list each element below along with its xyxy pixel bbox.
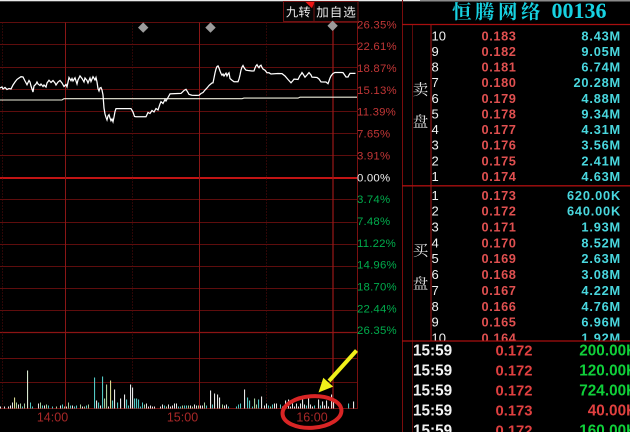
svg-text:10: 10 — [432, 331, 446, 346]
svg-text:9.34M: 9.34M — [581, 106, 621, 121]
svg-text:3.08M: 3.08M — [581, 267, 621, 282]
svg-text:0.171: 0.171 — [481, 220, 516, 235]
svg-text:15:59: 15:59 — [413, 402, 452, 419]
svg-text:1: 1 — [432, 169, 439, 184]
svg-text:8.43M: 8.43M — [581, 28, 621, 43]
svg-text:15:59: 15:59 — [413, 342, 452, 359]
svg-text:5: 5 — [432, 251, 439, 266]
svg-text:26.35%: 26.35% — [357, 19, 397, 31]
svg-text:200.00K: 200.00K — [579, 342, 630, 359]
svg-text:2.63M: 2.63M — [581, 251, 621, 266]
svg-text:7: 7 — [432, 75, 439, 90]
svg-text:4.22M: 4.22M — [581, 283, 621, 298]
svg-text:1.93M: 1.93M — [581, 220, 621, 235]
svg-text:6.96M: 6.96M — [581, 315, 621, 330]
svg-text:0.182: 0.182 — [481, 44, 516, 59]
svg-text:0.180: 0.180 — [481, 75, 516, 90]
svg-text:0.177: 0.177 — [481, 122, 516, 137]
svg-text:4.88M: 4.88M — [581, 91, 621, 106]
svg-text:1: 1 — [432, 188, 439, 203]
svg-text:3.91%: 3.91% — [357, 150, 390, 162]
svg-text:14.96%: 14.96% — [357, 260, 397, 272]
svg-text:8: 8 — [432, 299, 439, 314]
svg-text:9: 9 — [432, 44, 439, 59]
svg-text:0.166: 0.166 — [481, 299, 516, 314]
svg-text:26.35%: 26.35% — [357, 325, 397, 337]
svg-text:0.169: 0.169 — [481, 251, 516, 266]
svg-text:4: 4 — [432, 122, 439, 137]
svg-text:0.172: 0.172 — [495, 343, 532, 359]
svg-text:7.48%: 7.48% — [357, 216, 390, 228]
svg-text:2: 2 — [432, 153, 439, 168]
svg-text:10: 10 — [432, 28, 446, 43]
svg-text:0.175: 0.175 — [481, 153, 516, 168]
svg-text:0.178: 0.178 — [481, 106, 516, 121]
svg-text:22.61%: 22.61% — [357, 41, 397, 53]
svg-text:0.168: 0.168 — [481, 267, 516, 282]
svg-text:4.31M: 4.31M — [581, 122, 621, 137]
svg-text:0.170: 0.170 — [481, 235, 516, 250]
svg-text:0.183: 0.183 — [481, 28, 516, 43]
svg-text:18.87%: 18.87% — [357, 63, 397, 75]
svg-text:8: 8 — [432, 60, 439, 75]
svg-text:15:59: 15:59 — [413, 382, 452, 399]
svg-text:9: 9 — [432, 315, 439, 330]
svg-text:724.00K: 724.00K — [579, 382, 630, 399]
svg-text:16:00: 16:00 — [296, 411, 327, 425]
svg-text:4.76M: 4.76M — [581, 299, 621, 314]
svg-text:2: 2 — [432, 204, 439, 219]
svg-text:0.172: 0.172 — [495, 423, 532, 432]
svg-text:14:00: 14:00 — [37, 411, 68, 425]
svg-text:9.05M: 9.05M — [581, 44, 621, 59]
svg-text:15:00: 15:00 — [167, 411, 198, 425]
svg-text:1.92M: 1.92M — [581, 331, 621, 346]
svg-text:4.63M: 4.63M — [581, 169, 621, 184]
svg-text:4: 4 — [432, 235, 439, 250]
svg-text:2.41M: 2.41M — [581, 153, 621, 168]
svg-text:620.00K: 620.00K — [567, 188, 621, 203]
svg-text:0.173: 0.173 — [495, 403, 532, 419]
svg-text:15:59: 15:59 — [413, 362, 452, 379]
svg-text:0.176: 0.176 — [481, 138, 516, 153]
svg-text:0.164: 0.164 — [481, 331, 516, 346]
svg-text:7: 7 — [432, 283, 439, 298]
svg-text:3: 3 — [432, 220, 439, 235]
svg-text:22.44%: 22.44% — [357, 303, 397, 315]
svg-text:15:59: 15:59 — [413, 422, 452, 432]
svg-text:120.00K: 120.00K — [579, 362, 630, 379]
svg-text:0.173: 0.173 — [481, 188, 516, 203]
svg-text:0.181: 0.181 — [481, 60, 516, 75]
svg-text:15.13%: 15.13% — [357, 85, 397, 97]
svg-text:20.28M: 20.28M — [574, 75, 621, 90]
svg-text:0.174: 0.174 — [481, 169, 516, 184]
svg-text:11.22%: 11.22% — [357, 238, 396, 250]
svg-text:3: 3 — [432, 138, 439, 153]
svg-text:40.00K: 40.00K — [588, 402, 630, 419]
svg-text:6.74M: 6.74M — [581, 60, 621, 75]
svg-text:11.39%: 11.39% — [357, 107, 396, 119]
svg-text:18.70%: 18.70% — [357, 282, 397, 294]
svg-text:0.172: 0.172 — [481, 204, 516, 219]
svg-text:0.172: 0.172 — [495, 383, 532, 399]
svg-text:3.74%: 3.74% — [357, 194, 390, 206]
svg-text:6: 6 — [432, 91, 439, 106]
svg-text:640.00K: 640.00K — [567, 204, 621, 219]
svg-text:6: 6 — [432, 267, 439, 282]
svg-text:0.167: 0.167 — [481, 283, 516, 298]
svg-text:7.65%: 7.65% — [357, 129, 390, 141]
svg-text:0.179: 0.179 — [481, 91, 516, 106]
svg-text:5: 5 — [432, 106, 439, 121]
svg-text:0.165: 0.165 — [481, 315, 516, 330]
svg-text:160.00K: 160.00K — [579, 422, 630, 432]
svg-text:3.56M: 3.56M — [581, 138, 621, 153]
svg-text:8.52M: 8.52M — [581, 235, 621, 250]
svg-text:00136: 00136 — [552, 0, 607, 23]
svg-text:0.00%: 0.00% — [357, 172, 390, 184]
svg-text:0.172: 0.172 — [495, 363, 532, 379]
